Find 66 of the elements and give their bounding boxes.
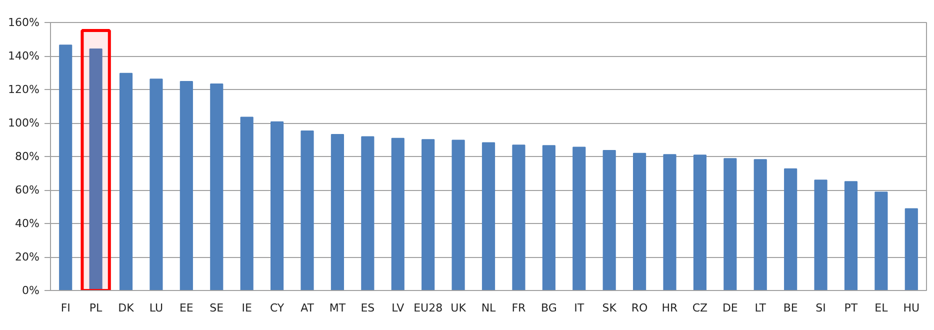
y-tick-label: 100% [8,116,40,130]
bar [904,208,918,290]
x-tick-label: CY [270,302,284,314]
bar [754,159,767,290]
x-tick-label: EU28 [414,302,443,314]
x-tick-label: FR [512,302,526,314]
x-tick-label: MT [329,302,346,314]
bar [724,158,737,290]
x-tick-label: IE [242,302,252,314]
bar [150,78,163,290]
x-tick-label: AT [300,302,314,314]
x-tick-label: PL [89,302,104,314]
x-tick-label: UK [450,302,467,314]
bar [119,72,133,290]
y-tick-label: 40% [15,217,40,230]
bar [784,168,798,290]
x-tick-label: RO [631,302,648,314]
bar [542,145,556,290]
bar [874,192,888,290]
y-tick-label: 160% [8,16,40,29]
bar [422,139,435,290]
x-tick-label: EE [179,302,194,314]
bar [482,142,496,290]
x-tick-label: BE [783,302,798,314]
x-tick-label: SI [816,302,826,314]
x-tick-label: DE [722,302,738,314]
x-tick-label: FI [60,302,70,314]
y-tick-label: 20% [15,250,40,264]
x-tick-label: LU [149,302,164,314]
x-tick-label: BG [540,302,557,314]
x-tick-label: LV [392,302,405,314]
bar [59,44,72,290]
bar [270,121,284,290]
x-tick-label: ES [360,302,375,314]
bar [361,136,374,290]
bar [300,130,314,290]
x-tick-label: PT [844,302,858,314]
bar [180,80,193,290]
bar [330,134,344,290]
bar [632,152,646,290]
bar [512,144,526,290]
bar [663,154,676,290]
y-tick-label: 120% [8,83,40,96]
bar [452,140,465,290]
bar [814,180,828,290]
bar [210,83,224,290]
x-tick-label: CZ [692,302,708,314]
bar [391,138,404,290]
x-tick-label: DK [118,302,135,314]
bar [572,146,586,290]
y-tick-label: 0% [22,284,40,297]
bar [602,150,616,290]
x-tick-label: LT [754,302,766,314]
y-tick-label: 60% [15,184,40,196]
y-tick-label: 140% [8,50,40,62]
x-tick-label: HR [662,302,678,314]
x-tick-label: IT [574,302,584,314]
bar [240,116,254,290]
x-tick-label: SK [602,302,618,314]
x-tick-label: HU [903,302,920,314]
bar [844,181,858,290]
x-tick-label: NL [481,302,497,314]
y-tick-label: 80% [15,150,40,163]
x-tick-label: EL [874,302,889,314]
bar [693,154,706,290]
x-tick-label: SE [210,302,224,314]
